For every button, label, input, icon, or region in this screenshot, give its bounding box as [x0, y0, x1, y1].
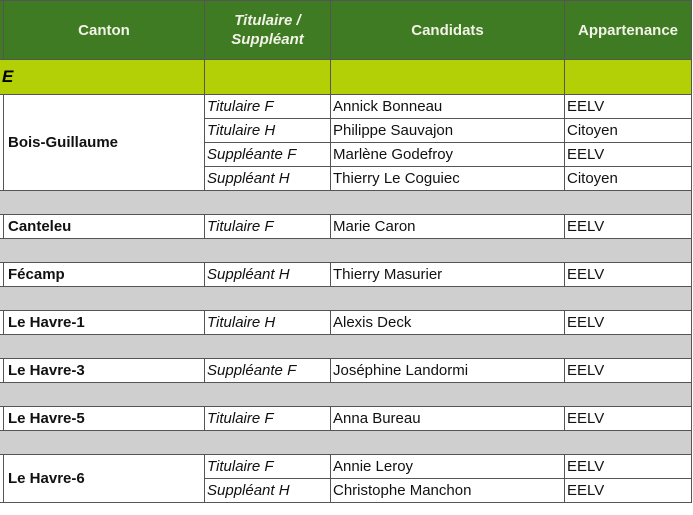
separator-cell [0, 430, 692, 455]
table-row: Suppléant H Thierry Le Coguiec Citoyen [0, 166, 692, 191]
table-row: Suppléant H Christophe Manchon EELV [0, 478, 692, 503]
appartenance-cell: EELV [564, 478, 692, 503]
separator-cell [0, 238, 692, 263]
candidat-cell: Annick Bonneau [330, 94, 565, 119]
canton-name: Le Havre-1 [3, 310, 205, 335]
header-candidats: Candidats [330, 0, 565, 60]
candidat-cell: Marie Caron [330, 214, 565, 239]
header-canton: Canton [3, 0, 205, 60]
canton-name: Le Havre-5 [3, 406, 205, 431]
header-row: Canton Titulaire / Suppléant Candidats Ap… [0, 0, 692, 60]
header-role-line1: Titulaire / [234, 12, 301, 29]
separator-row [0, 238, 692, 263]
appartenance-cell: EELV [564, 310, 692, 335]
role-cell: Titulaire F [204, 214, 331, 239]
candidat-cell: Thierry Le Coguiec [330, 166, 565, 191]
candidat-cell: Philippe Sauvajon [330, 118, 565, 143]
separator-row [0, 286, 692, 311]
separator-row [0, 430, 692, 455]
table-row: Le Havre-6 Titulaire F Annie Leroy EELV [0, 454, 692, 503]
header-appartenance: Appartenance [564, 0, 692, 60]
appartenance-cell: Citoyen [564, 166, 692, 191]
role-cell: Suppléante F [204, 358, 331, 383]
appartenance-cell: Citoyen [564, 118, 692, 143]
appartenance-cell: EELV [564, 406, 692, 431]
role-cell: Suppléant H [204, 478, 331, 503]
separator-cell [0, 190, 692, 215]
candidates-table: Canton Titulaire / Suppléant Candidats Ap… [0, 0, 692, 503]
separator-cell [0, 286, 692, 311]
canton-name: Canteleu [3, 214, 205, 239]
table-row: Bois-Guillaume Titulaire F Annick Bonneau E… [0, 94, 692, 191]
candidat-cell: Thierry Masurier [330, 262, 565, 287]
section-label: E [0, 59, 205, 95]
header-role: Titulaire / Suppléant [204, 0, 331, 60]
section-band: E [0, 59, 692, 95]
table-row: Canteleu Titulaire F Marie Caron EELV [0, 214, 692, 239]
canton-name: Bois-Guillaume [3, 94, 205, 191]
candidat-cell: Anna Bureau [330, 406, 565, 431]
role-cell: Suppléant H [204, 262, 331, 287]
canton-name: Fécamp [3, 262, 205, 287]
separator-row [0, 334, 692, 359]
appartenance-cell: EELV [564, 262, 692, 287]
role-cell: Suppléant H [204, 166, 331, 191]
table-row: Titulaire H Philippe Sauvajon Citoyen [0, 118, 692, 143]
appartenance-cell: EELV [564, 142, 692, 167]
appartenance-cell: EELV [564, 454, 692, 479]
separator-cell [0, 334, 692, 359]
band-cell [564, 59, 692, 95]
role-cell: Titulaire F [204, 454, 331, 479]
candidat-cell: Joséphine Landormi [330, 358, 565, 383]
separator-cell [0, 382, 692, 407]
appartenance-cell: EELV [564, 214, 692, 239]
separator-row [0, 190, 692, 215]
table-row: Suppléante F Marlène Godefroy EELV [0, 142, 692, 167]
role-cell: Titulaire H [204, 118, 331, 143]
canton-name: Le Havre-3 [3, 358, 205, 383]
candidat-cell: Annie Leroy [330, 454, 565, 479]
band-cell [204, 59, 331, 95]
table-row: Fécamp Suppléant H Thierry Masurier EELV [0, 262, 692, 287]
separator-row [0, 382, 692, 407]
role-cell: Suppléante F [204, 142, 331, 167]
candidat-cell: Christophe Manchon [330, 478, 565, 503]
canton-name: Le Havre-6 [3, 454, 205, 503]
band-cell [330, 59, 565, 95]
role-cell: Titulaire H [204, 310, 331, 335]
table-row: Le Havre-5 Titulaire F Anna Bureau EELV [0, 406, 692, 431]
appartenance-cell: EELV [564, 94, 692, 119]
candidat-cell: Marlène Godefroy [330, 142, 565, 167]
role-cell: Titulaire F [204, 406, 331, 431]
role-cell: Titulaire F [204, 94, 331, 119]
appartenance-cell: EELV [564, 358, 692, 383]
candidat-cell: Alexis Deck [330, 310, 565, 335]
header-role-line2: Suppléant [231, 31, 304, 48]
table-row: Le Havre-3 Suppléante F Joséphine Landormi… [0, 358, 692, 383]
table-row: Le Havre-1 Titulaire H Alexis Deck EELV [0, 310, 692, 335]
